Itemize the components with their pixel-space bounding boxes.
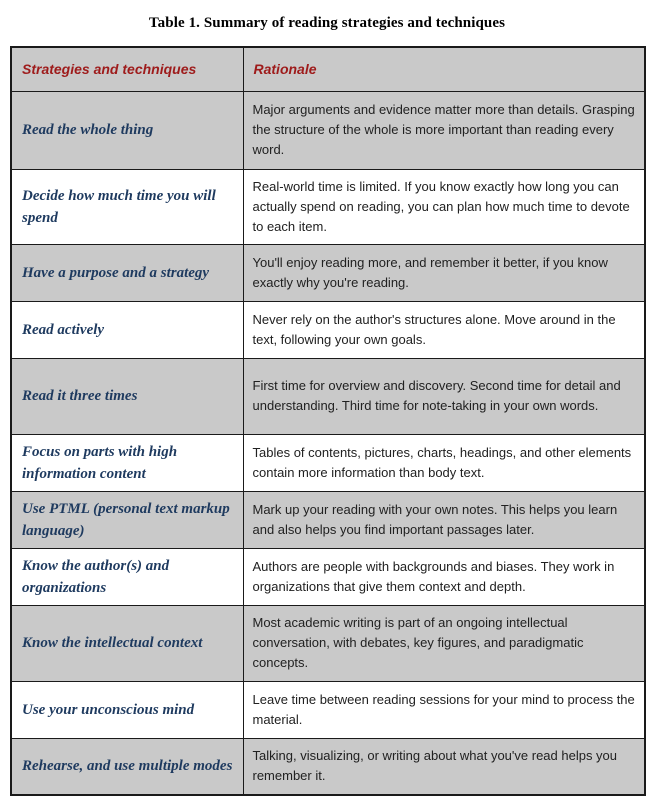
strategy-cell: Rehearse, and use multiple modes [10, 737, 244, 796]
table-row: Know the intellectual context Most acade… [10, 604, 646, 682]
table-header: Strategies and techniques Rationale [10, 46, 646, 92]
table-row: Read actively Never rely on the author's… [10, 300, 646, 359]
strategy-cell: Have a purpose and a strategy [10, 243, 244, 302]
strategy-cell: Focus on parts with high information con… [10, 433, 244, 492]
rationale-cell: Talking, visualizing, or writing about w… [242, 737, 646, 796]
rationale-cell: Major arguments and evidence matter more… [242, 90, 646, 170]
strategy-cell: Use your unconscious mind [10, 680, 244, 739]
rationale-cell: Real-world time is limited. If you know … [242, 168, 646, 245]
strategies-column-header: Strategies and techniques [10, 46, 244, 92]
reading-strategies-table: Strategies and techniques Rationale Read… [10, 46, 646, 796]
table-row: Use your unconscious mind Leave time bet… [10, 680, 646, 739]
table-row: Know the author(s) and organizations Aut… [10, 547, 646, 606]
table-row: Have a purpose and a strategy You'll enj… [10, 243, 646, 302]
rationale-cell: Tables of contents, pictures, charts, he… [242, 433, 646, 492]
table-row: Read the whole thing Major arguments and… [10, 90, 646, 170]
strategy-cell: Read it three times [10, 357, 244, 435]
table-row: Focus on parts with high information con… [10, 433, 646, 492]
table-caption: Table 1. Summary of reading strategies a… [148, 15, 506, 31]
rationale-cell: Leave time between reading sessions for … [242, 680, 646, 739]
strategy-cell: Read the whole thing [10, 90, 244, 170]
table-body: Read the whole thing Major arguments and… [10, 90, 646, 796]
strategy-cell: Use PTML (personal text markup language) [10, 490, 244, 549]
table-row: Read it three times First time for overv… [10, 357, 646, 435]
rationale-column-header: Rationale [242, 46, 646, 92]
rationale-cell: Authors are people with backgrounds and … [242, 547, 646, 606]
rationale-cell: Never rely on the author's structures al… [242, 300, 646, 359]
strategy-cell: Know the intellectual context [10, 604, 244, 682]
rationale-cell: Mark up your reading with your own notes… [242, 490, 646, 549]
rationale-cell: Most academic writing is part of an ongo… [242, 604, 646, 682]
table-row: Use PTML (personal text markup language)… [10, 490, 646, 549]
header-row: Strategies and techniques Rationale [10, 46, 646, 92]
table-row: Rehearse, and use multiple modes Talking… [10, 737, 646, 796]
strategy-cell: Decide how much time you will spend [10, 168, 244, 245]
rationale-cell: First time for overview and discovery. S… [242, 357, 646, 435]
table-row: Decide how much time you will spend Real… [10, 168, 646, 245]
rationale-cell: You'll enjoy reading more, and remember … [242, 243, 646, 302]
strategy-cell: Know the author(s) and organizations [10, 547, 244, 606]
strategy-cell: Read actively [10, 300, 244, 359]
